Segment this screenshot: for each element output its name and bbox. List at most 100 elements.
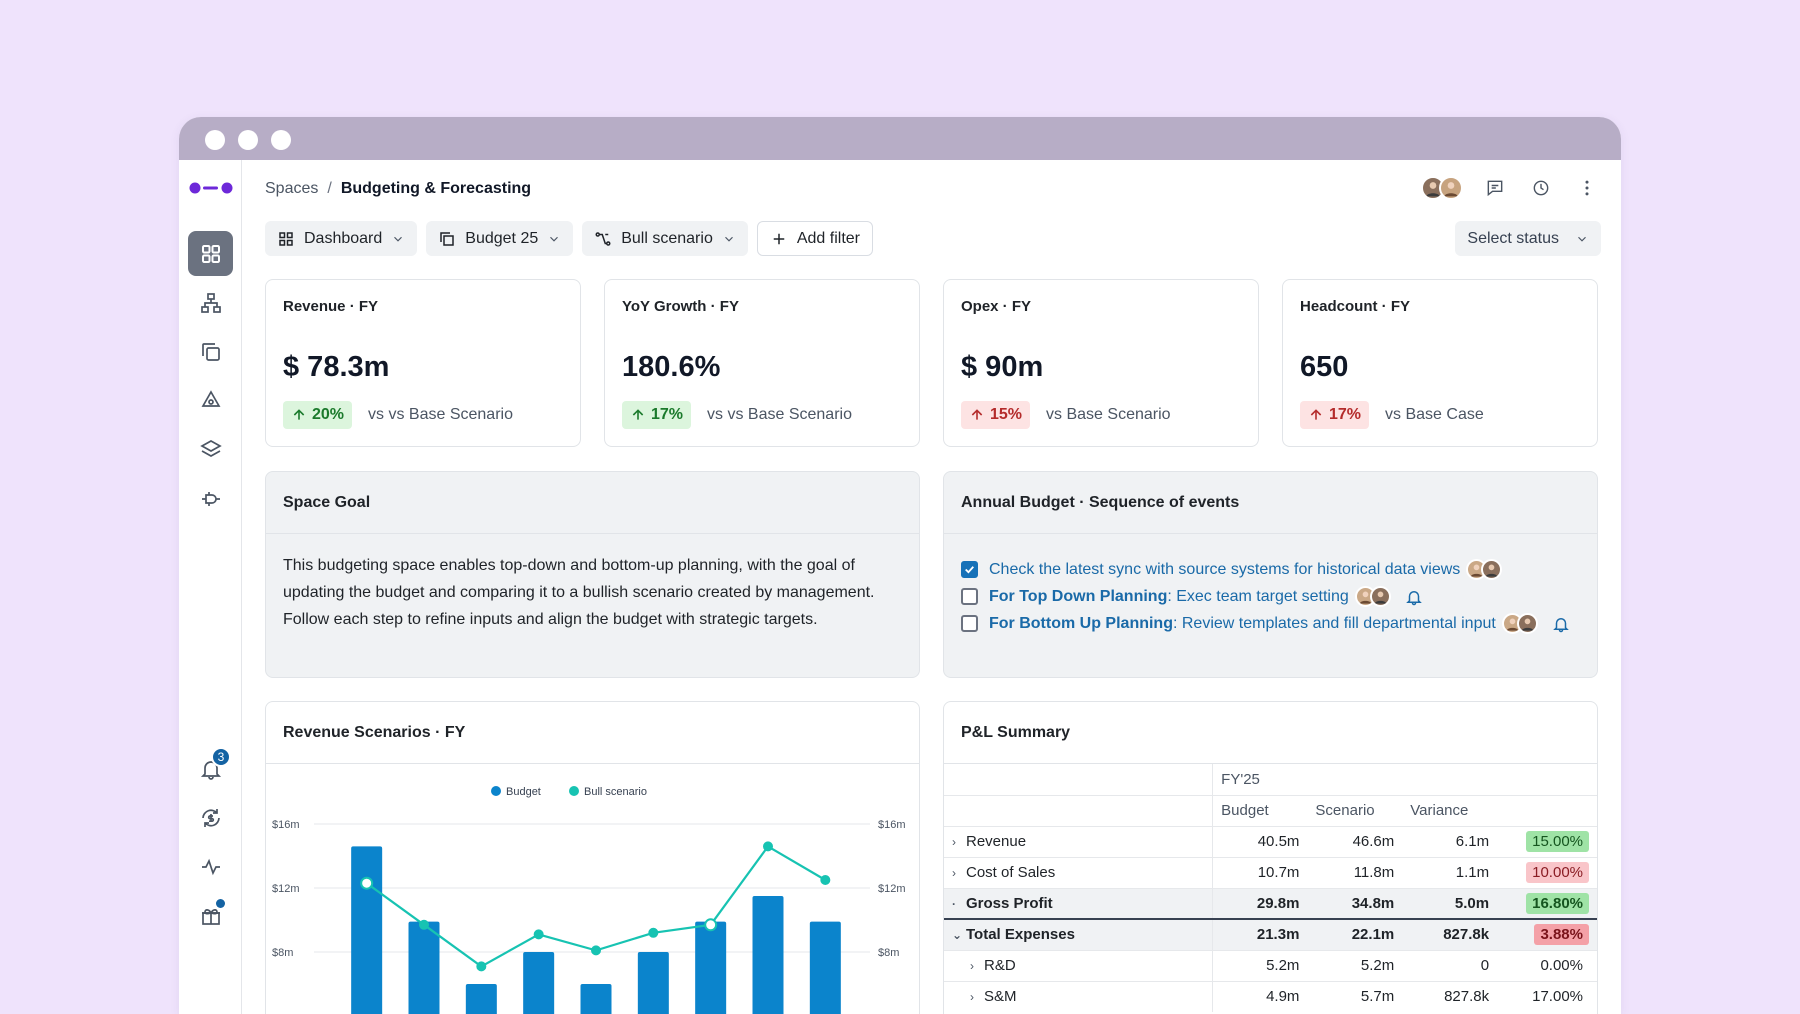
budget-bar[interactable] xyxy=(465,984,497,1014)
pl-period-row: FY'25 xyxy=(944,764,1597,795)
budget-bar[interactable] xyxy=(408,921,440,1014)
add-filter-button[interactable]: Add filter xyxy=(756,221,873,256)
variance-pct-badge: 15.00% xyxy=(1526,831,1589,852)
clock-icon xyxy=(1533,180,1549,196)
budget-bar[interactable] xyxy=(523,952,555,1014)
bull-scenario-point[interactable] xyxy=(820,875,831,885)
event-assignees[interactable] xyxy=(1466,559,1503,580)
dashboard-selector[interactable]: Dashboard xyxy=(265,221,418,256)
nav-hierarchy[interactable] xyxy=(188,280,233,325)
nav-activity[interactable] xyxy=(188,844,233,889)
budget-bar[interactable] xyxy=(580,984,612,1014)
nav-dashboard[interactable] xyxy=(188,231,233,276)
kpi-delta-pill: 15% xyxy=(961,401,1031,429)
kpi-compare-text: vs Base Case xyxy=(1385,406,1484,423)
bull-scenario-point[interactable] xyxy=(476,961,487,972)
bull-scenario-point[interactable] xyxy=(704,918,718,932)
more-options-button[interactable] xyxy=(1573,174,1601,202)
app-logo[interactable] xyxy=(189,182,233,194)
person-icon xyxy=(1426,182,1440,197)
person-icon xyxy=(1444,182,1458,197)
pl-row[interactable]: ⌄ Total Expenses 21.3m 22.1m 827.8k 3.88% xyxy=(944,919,1597,950)
copy-icon xyxy=(440,231,455,246)
variance-pct-badge: 17.00% xyxy=(1532,988,1583,1006)
kpi-card-yoy-growth[interactable]: YoY Growth · FY 180.6% 17% vs vs Base Sc… xyxy=(604,279,920,447)
legend-label[interactable]: Budget xyxy=(506,786,541,798)
kpi-card-revenue[interactable]: Revenue · FY $ 78.3m 20% vs vs Base Scen… xyxy=(265,279,581,447)
main-content: Spaces / Budgeting & Forecasting xyxy=(242,160,1621,1014)
breadcrumb-spaces[interactable]: Spaces xyxy=(265,180,319,197)
bull-scenario-point[interactable] xyxy=(533,929,544,940)
nav-models[interactable] xyxy=(188,378,233,423)
bell-icon[interactable] xyxy=(1405,588,1423,606)
person-icon xyxy=(1471,564,1483,577)
collaborator-avatars[interactable] xyxy=(1421,176,1463,200)
budget-bar[interactable] xyxy=(637,952,669,1014)
window-control-dot[interactable] xyxy=(271,130,291,150)
event-link[interactable]: For Top Down Planning: Exec team target … xyxy=(989,588,1349,606)
pl-row[interactable]: › Revenue 40.5m 46.6m 6.1m 15.00% xyxy=(944,826,1597,857)
nav-integrations[interactable] xyxy=(188,476,233,521)
events-title: Annual Budget · Sequence of events xyxy=(944,472,1597,534)
bull-scenario-point[interactable] xyxy=(648,927,659,938)
expand-toggle-icon[interactable]: › xyxy=(952,835,956,849)
event-assignees[interactable] xyxy=(1501,613,1538,634)
pl-row[interactable]: › S&M 4.9m 5.7m 827.8k 17.00% xyxy=(944,981,1597,1012)
status-select[interactable]: Select status xyxy=(1455,221,1601,256)
person-icon xyxy=(1521,618,1533,631)
bull-scenario-point[interactable] xyxy=(419,919,429,930)
pl-row[interactable]: › R&D 5.2m 5.2m 0 0.00% xyxy=(944,950,1597,981)
history-button[interactable] xyxy=(1527,174,1555,202)
expand-toggle-icon[interactable]: › xyxy=(952,866,956,880)
expand-toggle-icon[interactable]: › xyxy=(970,990,974,1005)
kpi-delta-pill: 17% xyxy=(1300,401,1370,429)
nav-notifications[interactable]: 3 xyxy=(188,746,233,791)
sidebar: 3 xyxy=(179,160,242,1014)
event-checkbox[interactable] xyxy=(961,615,978,632)
nav-layers[interactable] xyxy=(188,427,233,472)
event-text: Check the latest sync with source system… xyxy=(989,560,1461,578)
pl-row-label: · Gross Profit xyxy=(944,888,1213,919)
expand-toggle-icon[interactable]: ⌄ xyxy=(952,928,963,943)
expand-toggle-icon[interactable]: › xyxy=(970,959,974,973)
bull-scenario-point[interactable] xyxy=(591,945,601,956)
budget-selector-label: Budget 25 xyxy=(465,229,539,247)
expand-toggle-icon[interactable]: · xyxy=(952,896,956,911)
budget-bar[interactable] xyxy=(351,846,383,1014)
kpi-compare-text: vs vs Base Scenario xyxy=(368,406,513,423)
bull-scenario-point[interactable] xyxy=(360,876,374,890)
kpi-card-headcount[interactable]: Headcount · FY 650 17% vs Base Case xyxy=(1282,279,1598,447)
revenue-chart[interactable]: Budget Bull scenario $16m $16m $12m $12m $8m $8… xyxy=(266,764,920,1014)
budget-bar[interactable] xyxy=(752,896,784,1014)
event-checkbox[interactable] xyxy=(961,561,978,578)
bell-icon[interactable] xyxy=(1552,615,1570,633)
window-control-dot[interactable] xyxy=(205,130,225,150)
pl-row-label-text: Cost of Sales xyxy=(966,864,1056,881)
bull-scenario-point[interactable] xyxy=(763,841,773,852)
event-text: : Exec team target setting xyxy=(1167,587,1349,605)
window-control-dot[interactable] xyxy=(238,130,258,150)
add-filter-label: Add filter xyxy=(796,229,860,247)
event-link[interactable]: For Bottom Up Planning: Review templates… xyxy=(989,615,1496,633)
legend-label[interactable]: Bull scenario xyxy=(584,786,647,798)
comments-button[interactable] xyxy=(1481,174,1509,202)
nav-currency-sync[interactable] xyxy=(188,795,233,840)
y-tick-label-left: $8m xyxy=(272,947,293,959)
budget-bar[interactable] xyxy=(695,921,727,1014)
kpi-title: Headcount · FY xyxy=(1300,298,1411,315)
budget-selector[interactable]: Budget 25 xyxy=(426,221,574,256)
pl-row[interactable]: › Cost of Sales 10.7m 11.8m 1.1m 10.00% xyxy=(944,857,1597,888)
pl-summary-panel: P&L Summary FY'25 Budget Scenario Varian… xyxy=(943,701,1598,1014)
pl-row[interactable]: · Gross Profit 29.8m 34.8m 5.0m 16.80% xyxy=(944,888,1597,919)
pl-empty-cell xyxy=(944,795,1213,826)
event-checkbox[interactable] xyxy=(961,588,978,605)
kpi-delta: 17% vs vs Base Scenario xyxy=(622,401,852,429)
nav-copies[interactable] xyxy=(188,329,233,374)
dashboard-selector-label: Dashboard xyxy=(304,229,383,247)
scenario-selector[interactable]: Bull scenario xyxy=(582,221,748,256)
kpi-card-opex[interactable]: Opex · FY $ 90m 15% vs Base Scenario xyxy=(943,279,1259,447)
event-link[interactable]: Check the latest sync with source system… xyxy=(989,561,1460,579)
budget-bar[interactable] xyxy=(809,921,841,1014)
event-assignees[interactable] xyxy=(1354,586,1391,607)
nav-whats-new[interactable] xyxy=(188,893,233,938)
